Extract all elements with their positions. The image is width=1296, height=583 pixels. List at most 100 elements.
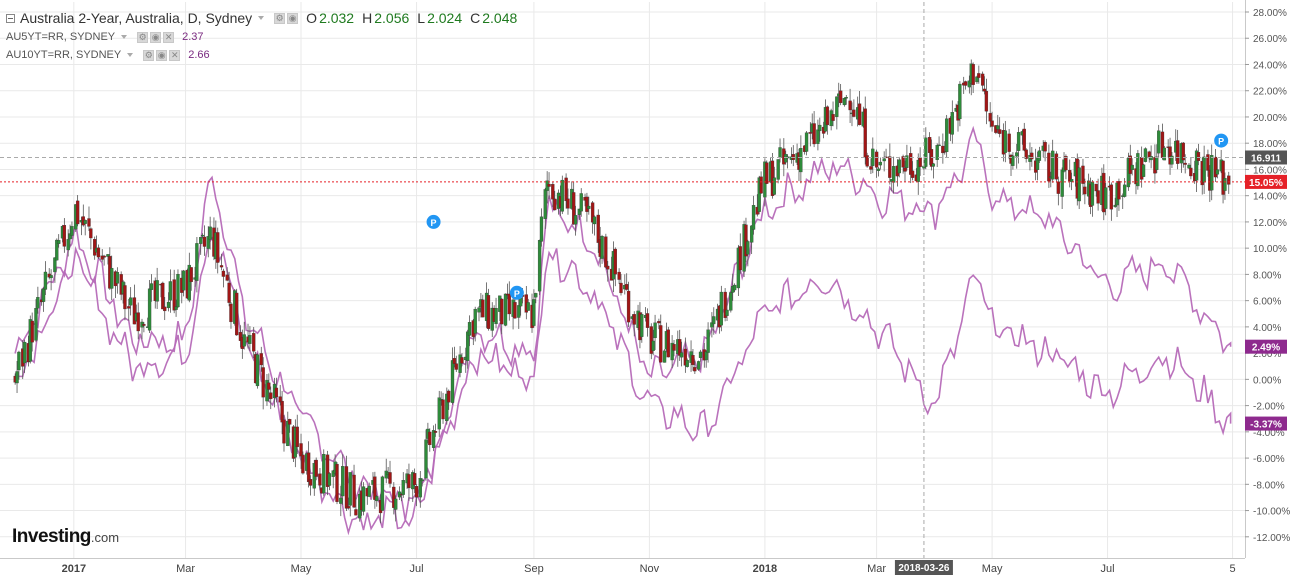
y-tick-label: 0.00% [1253, 375, 1281, 386]
candle-body [161, 282, 165, 310]
candle-body [519, 297, 523, 307]
candle-body [1104, 187, 1108, 209]
candle-body [863, 108, 867, 158]
candle-body [551, 184, 555, 200]
candle-body [1130, 164, 1134, 171]
candle-body [585, 196, 589, 212]
candle-body [306, 452, 311, 483]
candle-body [869, 166, 873, 170]
candle-body [102, 255, 106, 258]
candle-body [613, 248, 617, 275]
candle-body [433, 431, 438, 433]
candle-body [503, 293, 508, 326]
settings-icon[interactable]: ⚙ [137, 31, 149, 43]
candle-body [1069, 179, 1074, 182]
overlay-value: 2.66 [188, 49, 210, 61]
candle-body [732, 284, 737, 291]
candle-body [625, 284, 629, 290]
low-label: L [417, 10, 426, 26]
main-series-title: Australia 2-Year, Australia, D, Sydney [20, 10, 253, 26]
candle-body [1015, 152, 1019, 157]
candle-body [123, 285, 127, 310]
high-label: H [362, 10, 373, 26]
settings-icon[interactable]: ⚙ [274, 12, 286, 24]
candle-body [414, 486, 419, 498]
candle-body [704, 351, 708, 361]
candle-body [662, 350, 667, 363]
collapse-legend-icon[interactable] [6, 13, 15, 23]
overlay-menu-caret-icon[interactable] [127, 53, 134, 57]
candle-body [1011, 155, 1015, 166]
candle-body [431, 430, 436, 448]
candle-body [990, 120, 994, 127]
candle-body [155, 280, 159, 302]
candle-body [115, 272, 120, 284]
last-value-badge-bg [1245, 416, 1287, 431]
candle-body [984, 90, 989, 112]
candle-body [891, 166, 896, 183]
candle-body [367, 485, 371, 497]
candle-body [1090, 181, 1095, 206]
main-series-legend: Australia 2-Year, Australia, D, Sydney ⚙… [6, 8, 517, 28]
event-marker-label: P [431, 218, 437, 228]
candle-body [70, 226, 74, 236]
candle-body [380, 476, 385, 511]
overlay-name: AU5YT=RR, SYDNEY [6, 31, 116, 43]
series-menu-caret-icon[interactable] [258, 16, 265, 20]
candle-body [958, 83, 962, 120]
x-tick-label: Nov [640, 563, 660, 575]
overlay-line-au5y [14, 125, 1232, 528]
candle-body [918, 157, 922, 167]
candle-body [1054, 153, 1059, 180]
candle-body [626, 290, 631, 323]
candle-body [477, 307, 481, 313]
candle-body [62, 225, 67, 247]
candle-body [327, 473, 332, 486]
candle-body [848, 100, 852, 111]
candle-body [1113, 204, 1117, 207]
x-tick-label: May [982, 563, 1003, 575]
candle-body [901, 156, 905, 168]
overlay-menu-caret-icon[interactable] [121, 35, 128, 39]
candle-body [513, 302, 517, 319]
event-marker[interactable] [426, 214, 441, 229]
y-tick-label: -8.00% [1253, 480, 1285, 491]
candle-body [500, 298, 504, 325]
x-tick-label: Sep [524, 563, 544, 575]
candle-body [418, 478, 422, 498]
candle-body [905, 155, 909, 168]
candle-body [259, 353, 263, 366]
candle-body [897, 159, 901, 174]
event-marker[interactable] [1214, 133, 1229, 148]
event-marker[interactable] [509, 285, 524, 300]
settings-icon[interactable]: ⚙ [143, 49, 155, 61]
candle-body [672, 344, 676, 351]
candle-body [1051, 150, 1055, 180]
candle-body [1024, 149, 1028, 159]
x-tick-label: Mar [867, 563, 886, 575]
candle-body [219, 265, 224, 268]
open-value: 2.032 [319, 10, 355, 26]
overlay-name: AU10YT=RR, SYDNEY [6, 49, 122, 61]
visibility-icon[interactable]: ◉ [287, 12, 299, 24]
candle-body [653, 322, 657, 339]
candle-body [1183, 162, 1187, 165]
candle-body [34, 308, 38, 341]
candle-body [53, 257, 57, 273]
candle-body [1227, 175, 1231, 185]
candle-body [1109, 184, 1114, 210]
candle-body [407, 474, 411, 489]
visibility-icon[interactable]: ◉ [150, 31, 162, 43]
close-icon[interactable]: ✕ [163, 31, 175, 43]
candle-body [424, 439, 428, 479]
high-value: 2.056 [374, 10, 410, 26]
visibility-icon[interactable]: ◉ [156, 49, 168, 61]
logo-suffix: .com [90, 530, 120, 545]
y-tick-label: -10.00% [1253, 507, 1290, 518]
candle-body [1196, 152, 1201, 161]
candle-body [691, 355, 695, 366]
candle-body [1215, 169, 1220, 175]
close-icon[interactable]: ✕ [169, 49, 181, 61]
